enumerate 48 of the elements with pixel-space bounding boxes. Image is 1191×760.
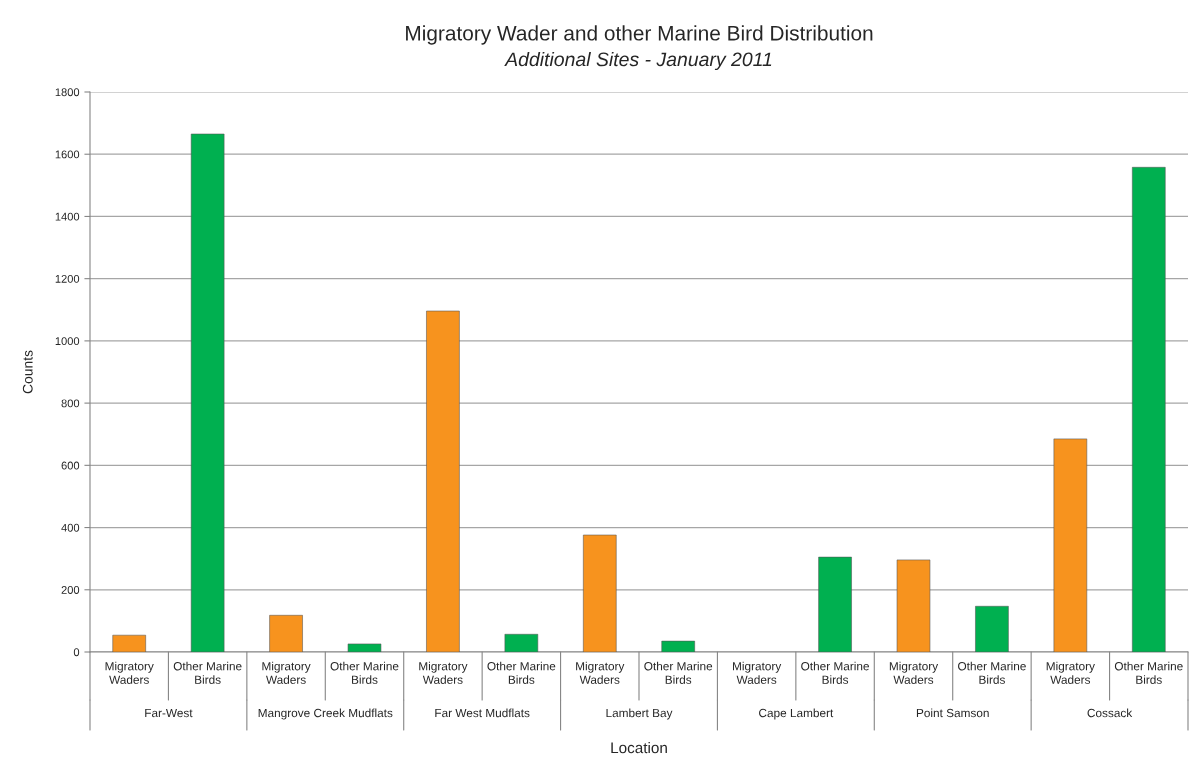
y-tick-label: 1400 <box>55 212 80 221</box>
y-tick-label: 1000 <box>55 337 80 346</box>
y-tick-label: 0 <box>73 648 80 657</box>
bar <box>112 634 146 652</box>
x-tick-label: Other Marine Birds <box>330 661 399 684</box>
x-tick-label: Migratory Waders <box>889 661 939 684</box>
bar <box>818 556 852 652</box>
bar <box>190 133 225 652</box>
bar <box>426 310 460 652</box>
y-tick-label: 200 <box>61 586 80 594</box>
text: Cossack <box>1087 708 1133 718</box>
x-tick-label: Migratory Waders <box>1046 661 1095 684</box>
bar <box>269 615 303 652</box>
text: Far West Mudflats <box>435 708 530 718</box>
y-tick-label: 1800 <box>55 88 80 97</box>
chart-subtitle: Additional Sites - January 2011 <box>504 51 772 71</box>
text: Lambert Bay <box>606 708 673 720</box>
x-tick-label: Migratory Waders <box>733 661 782 684</box>
x-tick-label: Migratory Waders <box>105 661 154 684</box>
bar <box>896 559 931 652</box>
x-tick-label: Other Marine Birds <box>644 661 713 684</box>
x-tick-label: Migratory Waders <box>262 661 311 684</box>
text: Far-West <box>145 708 193 718</box>
x-tick-label: Other Marine Birds <box>487 661 556 684</box>
x-tick-label: Other Marine Birds <box>801 661 869 684</box>
bar <box>661 640 695 652</box>
text: Point Samson <box>916 708 989 718</box>
x-tick-label: Migratory Waders <box>419 661 468 684</box>
bar <box>975 605 1009 652</box>
bar <box>347 643 382 652</box>
text: Mangrove Creek Mudflats <box>258 708 393 720</box>
x-axis-title: Location <box>611 742 667 754</box>
y-tick-label: 1200 <box>55 274 80 283</box>
bar <box>1053 438 1088 652</box>
text: Cape Lambert <box>759 708 834 720</box>
y-tick-label: 1600 <box>55 150 80 159</box>
x-tick-label: Migratory Waders <box>576 661 625 684</box>
bar <box>583 534 617 652</box>
y-tick-label: 600 <box>61 461 80 470</box>
chart-title: Migratory Wader and other Marine Bird Distribution <box>406 25 873 45</box>
y-tick-label: 800 <box>61 399 80 408</box>
x-tick-label: Other Marine Birds <box>1114 661 1183 684</box>
y-axis-title: Counts <box>22 350 33 394</box>
bar <box>1132 167 1166 652</box>
bar <box>504 633 539 652</box>
y-tick-label: 400 <box>61 523 80 532</box>
x-tick-label: Other Marine Birds <box>173 661 242 684</box>
x-tick-label: Other Marine Birds <box>958 661 1026 684</box>
